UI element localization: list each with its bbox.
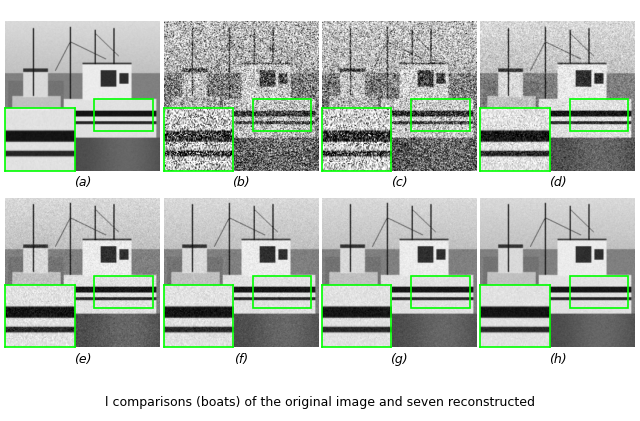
Bar bbox=[412, 99, 470, 131]
Text: (h): (h) bbox=[548, 353, 566, 366]
Text: (c): (c) bbox=[391, 176, 408, 189]
Text: l comparisons (boats) of the original image and seven reconstructed: l comparisons (boats) of the original im… bbox=[105, 396, 535, 408]
Bar bbox=[253, 99, 312, 131]
Bar bbox=[95, 99, 153, 131]
Bar bbox=[95, 275, 153, 308]
Text: (a): (a) bbox=[74, 176, 91, 189]
Bar bbox=[570, 275, 628, 308]
Text: (d): (d) bbox=[548, 176, 566, 189]
Bar bbox=[570, 99, 628, 131]
Text: (b): (b) bbox=[232, 176, 250, 189]
Text: (e): (e) bbox=[74, 353, 91, 366]
Bar bbox=[253, 275, 312, 308]
Text: (g): (g) bbox=[390, 353, 408, 366]
Text: (f): (f) bbox=[234, 353, 248, 366]
Bar bbox=[412, 275, 470, 308]
